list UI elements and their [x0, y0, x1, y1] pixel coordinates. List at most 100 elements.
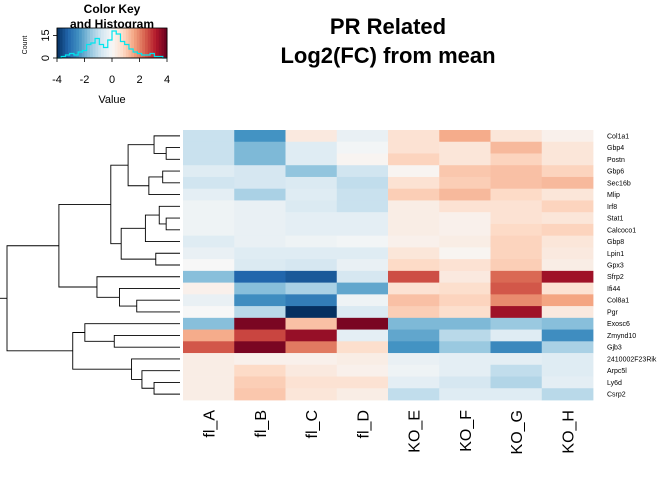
- heatmap-cell: [183, 364, 235, 377]
- heatmap-cell: [388, 259, 440, 272]
- dendrogram-branch: [120, 227, 156, 260]
- heatmap-cell: [234, 259, 286, 272]
- heatmap-cell: [490, 165, 543, 178]
- dendrogram-branch: [158, 205, 180, 225]
- heatmap-cell: [490, 282, 543, 295]
- row-label: Mlip: [607, 192, 620, 199]
- heatmap-cell: [490, 176, 543, 190]
- heatmap-cell: [541, 329, 594, 342]
- heatmap-cell: [234, 153, 286, 166]
- heatmap-cell: [234, 247, 286, 260]
- row-label: Sfrp2: [607, 274, 624, 281]
- heatmap-cell: [439, 130, 491, 143]
- dendrogram-branch: [141, 370, 180, 389]
- row-label: Zmynd10: [607, 333, 636, 340]
- dendrogram-branch: [153, 135, 180, 154]
- dendrogram-branch: [162, 170, 180, 184]
- row-label: Exosc6: [607, 321, 630, 328]
- heatmap-cell: [541, 270, 594, 284]
- color-key-swatch: [120, 28, 124, 58]
- heatmap-cell: [439, 270, 491, 284]
- heatmap-cell: [336, 282, 389, 295]
- heatmap-cell: [336, 165, 389, 178]
- heatmap-cell: [183, 376, 235, 389]
- heatmap-cell: [285, 247, 338, 260]
- color-key-swatch: [125, 28, 129, 58]
- heatmap-cell: [490, 317, 543, 330]
- heatmap-cell: [490, 212, 543, 225]
- heatmap-cell: [388, 188, 440, 201]
- dendrogram-branch: [165, 217, 180, 231]
- heatmap-cell: [183, 259, 235, 272]
- heatmap-cell: [490, 130, 543, 143]
- heatmap-cell: [234, 376, 286, 389]
- color-key-x-tick-label: 2: [136, 74, 142, 86]
- heatmap-cell: [439, 376, 491, 389]
- chart-title-line1: PR Related: [330, 14, 446, 39]
- heatmap-cell: [336, 153, 389, 166]
- heatmap-cell: [285, 235, 338, 248]
- color-key-swatch: [114, 28, 118, 58]
- row-label: Pgr: [607, 309, 619, 316]
- heatmap-cell: [541, 364, 594, 377]
- heatmap-cell: [183, 130, 235, 143]
- heatmap-cell: [234, 364, 286, 377]
- heatmap-cell: [336, 259, 389, 272]
- column-label: fl_A: [202, 410, 219, 438]
- heatmap-cell: [541, 176, 594, 190]
- dendrogram-branch: [136, 299, 180, 313]
- color-key-swatch: [79, 28, 83, 58]
- color-key-swatch: [153, 28, 157, 58]
- row-label: Stat1: [607, 216, 623, 223]
- column-label: KO_F: [458, 410, 475, 452]
- heatmap-cell: [388, 141, 440, 154]
- row-label: Calcoco1: [607, 227, 636, 234]
- heatmap-cells: [183, 130, 594, 401]
- row-label: Lpin1: [607, 251, 624, 258]
- heatmap-cell: [541, 282, 594, 295]
- color-key-x-tick-label: -2: [80, 74, 90, 86]
- heatmap-cell: [336, 364, 389, 377]
- color-key-ylabel: Count: [22, 36, 29, 55]
- heatmap-cell: [541, 259, 594, 272]
- heatmap-cell: [183, 176, 235, 190]
- heatmap-cell: [285, 270, 338, 284]
- heatmap-cell: [541, 247, 594, 260]
- heatmap-cell: [439, 176, 491, 190]
- column-label: fl_D: [355, 410, 372, 438]
- heatmap-cell: [490, 188, 543, 201]
- heatmap-cell: [439, 247, 491, 260]
- heatmap-cell: [388, 235, 440, 248]
- row-label: Col8a1: [607, 298, 629, 305]
- heatmap-cell: [285, 317, 338, 330]
- heatmap-cell: [439, 341, 491, 354]
- heatmap-cell: [285, 364, 338, 377]
- heatmap-cell: [234, 329, 286, 342]
- heatmap-cell: [183, 341, 235, 354]
- dendrogram-branch: [58, 204, 111, 288]
- heatmap-cell: [388, 329, 440, 342]
- heatmap-cell: [285, 294, 338, 307]
- heatmap-cell: [388, 165, 440, 178]
- row-label: Sec16b: [607, 180, 631, 187]
- heatmap-cell: [234, 294, 286, 307]
- heatmap-cell: [490, 294, 543, 307]
- heatmap-cell: [234, 176, 286, 190]
- color-key-swatch: [158, 28, 162, 58]
- heatmap-cell: [336, 235, 389, 248]
- color-key: Color Key and Histogram -4 -2 0 2 4 0 15 Valu…: [22, 2, 170, 106]
- row-label: Gpx3: [607, 263, 624, 270]
- heatmap-cell: [541, 212, 594, 225]
- heatmap-cell: [490, 270, 543, 284]
- color-key-swatch: [73, 28, 77, 58]
- heatmap-cell: [183, 165, 235, 178]
- heatmap-cell: [285, 212, 338, 225]
- color-key-swatch: [68, 28, 72, 58]
- heatmap-cell: [336, 341, 389, 354]
- color-key-swatch: [134, 28, 138, 58]
- chart-title-line2: Log2(FC) from mean: [280, 43, 495, 68]
- heatmap-cell: [439, 329, 491, 342]
- dendrogram-branch: [155, 252, 180, 266]
- row-label: Gbp6: [607, 169, 624, 176]
